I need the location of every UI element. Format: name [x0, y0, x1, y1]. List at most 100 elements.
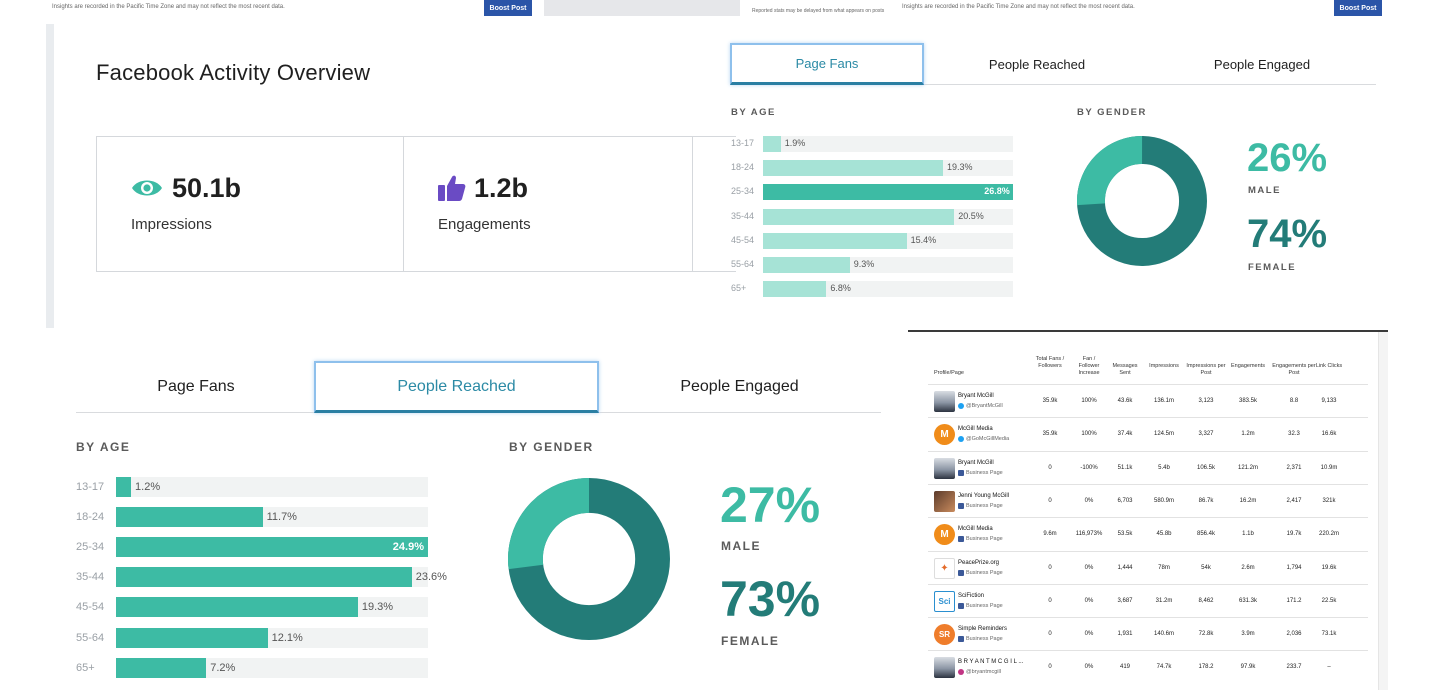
female-label: FEMALE	[1248, 262, 1297, 273]
table-row[interactable]: Sci SciFiction Business Page 0 0% 3,687 31.2m 8…	[928, 583, 1368, 617]
table-column-header: Engagements per Post	[1272, 363, 1316, 376]
table-column-header: Engagements	[1231, 363, 1265, 369]
profile-handle: Business Page	[966, 569, 1003, 576]
female-label-bottom: FEMALE	[721, 634, 780, 648]
table-row[interactable]: Jenni Young McGill Business Page 0 0% 6,703 5…	[928, 483, 1368, 517]
age-bar-value: 24.9%	[392, 541, 424, 554]
table-scrollbar[interactable]	[1378, 332, 1388, 690]
table-cell: 1,931	[1117, 631, 1133, 638]
avatar	[934, 657, 955, 679]
table-cell: 31.2m	[1155, 597, 1173, 604]
table-cell: 54k	[1201, 564, 1211, 571]
profile-name: Jenni Young McGill	[958, 492, 1010, 499]
female-percent: 74%	[1247, 212, 1328, 256]
table-cell: 0%	[1084, 564, 1094, 571]
tab-people-reached-bottom[interactable]: People Reached	[314, 361, 599, 413]
profile-subtitle: Business Page	[958, 569, 1003, 576]
table-column-header: Profile/Page	[934, 370, 964, 376]
avatar	[934, 391, 955, 412]
table-cell: -100%	[1080, 464, 1098, 471]
table-column-header: Fan / Follower Increase	[1078, 356, 1100, 376]
table-cell: 73.1k	[1321, 631, 1337, 638]
table-cell: 0%	[1084, 497, 1094, 504]
age-bar-track	[763, 136, 1013, 152]
facebook-icon	[958, 569, 964, 576]
table-cell: 97.9k	[1240, 664, 1256, 671]
gender-donut-top	[1077, 136, 1207, 266]
by-gender-label-bottom: BY GENDER	[509, 440, 594, 454]
age-bar-track	[116, 567, 428, 588]
male-donut-segment	[1077, 136, 1207, 266]
eye-icon	[132, 180, 162, 196]
table-cell: 22.5k	[1321, 597, 1337, 604]
profile-subtitle: @bryantmcgill	[958, 669, 1001, 676]
age-group-label: 35-44	[731, 210, 755, 221]
impressions-card: 50.1b Impressions	[97, 137, 404, 271]
age-bar-value: 1.9%	[784, 138, 806, 148]
age-bar-value: 12.1%	[271, 631, 303, 644]
table-row[interactable]: Bryant McGill Business Page 0 -100% 51.1k 5.4…	[928, 450, 1368, 484]
table-row[interactable]: B R Y A N T M C G I L ... @bryantmcgill 0 0…	[928, 650, 1368, 683]
tab-people-engaged-bottom[interactable]: People Engaged	[680, 378, 799, 395]
boost-post-button-2[interactable]: Boost Post	[1334, 0, 1382, 16]
age-bar	[116, 657, 207, 678]
tab-page-fans[interactable]: Page Fans	[730, 43, 924, 85]
age-bar-track	[116, 477, 428, 497]
table-cell: 35.9k	[1042, 398, 1058, 404]
twitter-icon	[958, 403, 964, 409]
avatar	[934, 457, 955, 479]
table-cell: 171.2	[1286, 597, 1302, 604]
table-cell: 9,133	[1321, 398, 1337, 404]
table-cell: 8,462	[1198, 597, 1214, 604]
table-row[interactable]: M McGill Media @GoMcGillMedia 35.9k 100% 37.4…	[928, 417, 1368, 450]
profile-handle: Business Page	[966, 502, 1003, 509]
table-row[interactable]: ✦ PeacePrize.org Business Page 0 0% 1,444 78m 5…	[928, 550, 1368, 584]
table-column-header: Total Fans / Followers	[1035, 356, 1065, 369]
table-cell: 233.7	[1286, 664, 1302, 671]
table-row[interactable]: Bryant McGill @BryantMcGill 35.9k 100% 43.6k…	[928, 384, 1368, 417]
male-percent-bottom: 27%	[720, 477, 821, 533]
table-cell: 856.4k	[1196, 531, 1215, 538]
table-cell: 86.7k	[1198, 497, 1214, 504]
table-cell: 0	[1048, 664, 1052, 671]
tab-people-reached[interactable]: People Reached	[988, 56, 1086, 72]
age-group-label: 45-54	[731, 234, 755, 245]
table-cell: 16.6k	[1321, 431, 1337, 438]
table-row[interactable]: SR Simple Reminders Business Page 0 0% 1,931 1…	[928, 617, 1368, 650]
table-cell: 2,417	[1286, 497, 1302, 504]
profile-handle: @bryantmcgill	[966, 669, 1001, 676]
age-bar-value: 1.2%	[135, 481, 161, 493]
age-bar-track	[763, 208, 1013, 225]
impressions-value: 50.1b	[172, 173, 242, 203]
tab-people-engaged[interactable]: People Engaged	[1213, 56, 1311, 72]
table-cell: 5.4b	[1158, 464, 1170, 471]
table-column-header: Messages Sent	[1112, 363, 1138, 376]
table-cell: 631.3k	[1238, 597, 1257, 604]
table-cell: 3,123	[1198, 398, 1214, 404]
table-cell: 0	[1048, 631, 1052, 638]
male-percent: 26%	[1247, 136, 1328, 180]
age-group-label: 65+	[731, 283, 747, 294]
age-group-label: 65+	[76, 661, 95, 674]
table-row[interactable]: M McGill Media Business Page 9.6m 116,973% 53…	[928, 517, 1368, 550]
tab-page-fans-bottom[interactable]: Page Fans	[157, 378, 235, 395]
table-cell: 2,371	[1286, 464, 1302, 471]
profile-handle: Business Page	[966, 469, 1003, 476]
table-cell: 100%	[1081, 431, 1097, 438]
table-cell: 19.7k	[1286, 531, 1302, 538]
age-bar-value: 9.3%	[853, 259, 875, 269]
table-cell: 321k	[1322, 497, 1336, 504]
boost-post-button[interactable]: Boost Post	[484, 0, 532, 16]
profile-subtitle: Business Page	[958, 469, 1003, 476]
table-cell: 1,444	[1117, 564, 1133, 571]
table-cell: 3,327	[1198, 431, 1214, 438]
age-bar-track	[116, 657, 428, 678]
table-cell: 2,036	[1286, 631, 1302, 638]
age-bar	[116, 567, 412, 588]
age-bar	[116, 477, 132, 497]
table-cell: 116,973%	[1075, 531, 1103, 538]
table-column-header: Impressions per Post	[1186, 363, 1226, 376]
age-group-label: 13-17	[76, 481, 105, 493]
age-bar-value: 26.8%	[984, 186, 1010, 197]
age-bar-value: 11.7%	[266, 511, 297, 524]
